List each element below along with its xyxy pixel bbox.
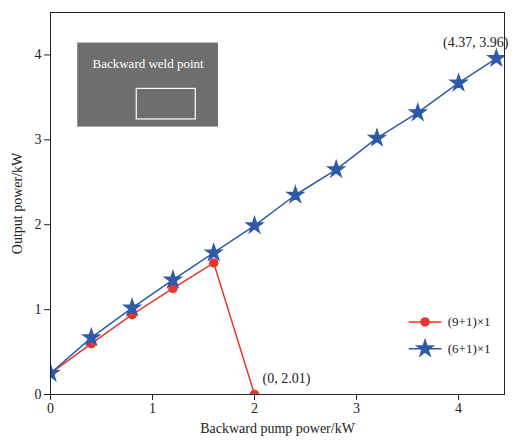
svg-text:(6+1)×1: (6+1)×1 [448, 341, 491, 356]
svg-text:3: 3 [35, 132, 42, 147]
svg-text:0: 0 [35, 387, 42, 402]
svg-text:Output power/kW: Output power/kW [10, 152, 25, 254]
svg-text:3: 3 [353, 401, 360, 416]
svg-text:1: 1 [35, 302, 42, 317]
svg-text:(0, 2.01): (0, 2.01) [263, 371, 311, 387]
svg-text:0: 0 [47, 401, 54, 416]
svg-text:4: 4 [35, 47, 42, 62]
svg-text:Backward weld point: Backward weld point [93, 56, 205, 71]
svg-text:2: 2 [251, 401, 258, 416]
svg-text:(4.37, 3.96): (4.37, 3.96) [443, 35, 509, 51]
svg-text:4: 4 [455, 401, 462, 416]
svg-text:(9+1)×1: (9+1)×1 [448, 314, 491, 329]
svg-text:2: 2 [35, 217, 42, 232]
svg-text:Backward pump power/kW: Backward pump power/kW [200, 421, 356, 436]
svg-text:1: 1 [149, 401, 156, 416]
